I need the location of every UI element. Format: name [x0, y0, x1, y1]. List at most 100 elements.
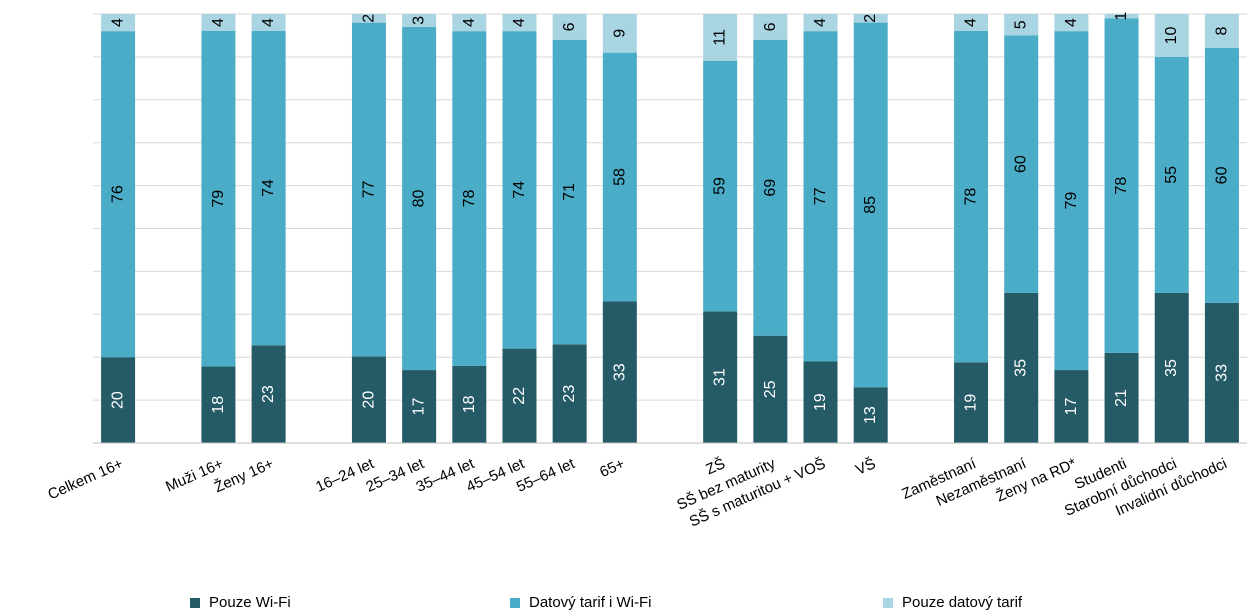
bar-segment: [452, 365, 487, 443]
bar-segment: [402, 370, 437, 443]
bar-segment: [1054, 370, 1089, 443]
x-tick-label: VŠ: [853, 455, 878, 479]
legend-item-data-only: Pouze datový tarif: [883, 594, 1022, 611]
data-label: 19: [963, 394, 980, 412]
bar-segment: [101, 14, 136, 32]
legend-label-wifi-only: Pouze Wi-Fi: [209, 594, 291, 611]
bar-segment: [1104, 352, 1139, 443]
bar-segment: [954, 30, 989, 363]
data-label: 79: [1063, 192, 1080, 210]
bars: 2076418794237442077217803187842274423716…: [101, 12, 1239, 443]
data-label: 2: [862, 14, 879, 23]
data-label: 25: [762, 380, 779, 398]
legend-label-data-and-wifi: Datový tarif i Wi-Fi: [529, 594, 652, 611]
data-label: 69: [762, 179, 779, 197]
data-label: 18: [461, 395, 478, 413]
bar-segment: [251, 30, 286, 346]
bar-segment: [1154, 292, 1189, 443]
bar-segment: [753, 335, 788, 443]
stacked-bar-chart: 2076418794237442077217803187842274423716…: [45, 12, 1247, 531]
data-label: 20: [360, 391, 377, 409]
bar-segment: [502, 31, 537, 349]
data-label: 33: [611, 363, 628, 381]
data-label: 60: [1213, 166, 1230, 184]
bar-segment: [1104, 14, 1139, 19]
bar-segment: [552, 14, 587, 40]
data-label: 1: [1113, 12, 1130, 21]
data-label: 3: [411, 16, 428, 25]
bar-segment: [402, 14, 437, 27]
bar-segment: [602, 301, 637, 443]
data-label: 11: [712, 29, 729, 46]
data-label: 33: [1213, 364, 1230, 382]
x-tick-label: 55–64 let: [514, 455, 578, 496]
bar-segment: [452, 14, 487, 32]
bar-segment: [803, 361, 838, 443]
bar-segment: [703, 311, 738, 443]
data-label: 9: [611, 29, 628, 38]
bar-segment: [1204, 14, 1239, 48]
data-label: 21: [1113, 389, 1130, 407]
bar-segment: [753, 14, 788, 40]
bar-segment: [1204, 47, 1239, 303]
bar-segment: [251, 14, 286, 31]
data-label: 79: [210, 190, 227, 208]
x-tick-label: ZŠ: [703, 455, 727, 478]
legend: Pouze Wi-Fi Datový tarif i Wi-Fi Pouze d…: [0, 594, 1247, 616]
bar-segment: [351, 22, 386, 357]
data-label: 23: [561, 385, 578, 403]
data-label: 22: [511, 387, 528, 405]
bar-segment: [803, 31, 838, 362]
data-label: 77: [812, 187, 829, 205]
data-label: 4: [1063, 18, 1080, 27]
bar-segment: [502, 14, 537, 32]
data-label: 78: [963, 188, 980, 206]
data-label: 2: [360, 14, 377, 23]
data-label: 5: [1013, 20, 1030, 29]
bar-segment: [1204, 302, 1239, 443]
bar-segment: [201, 30, 236, 367]
data-label: 55: [1163, 166, 1180, 184]
bar-segment: [853, 22, 888, 388]
data-label: 4: [110, 18, 127, 27]
data-label: 17: [411, 398, 428, 416]
bar-segment: [251, 345, 286, 443]
legend-label-data-only: Pouze datový tarif: [902, 594, 1023, 611]
bar-segment: [1054, 14, 1089, 32]
bar-segment: [1154, 14, 1189, 57]
bar-segment: [602, 52, 637, 302]
data-label: 23: [260, 385, 277, 403]
bar-segment: [201, 366, 236, 443]
data-label: 76: [110, 185, 127, 203]
data-label: 4: [210, 18, 227, 27]
data-label: 8: [1213, 26, 1230, 35]
data-label: 4: [963, 18, 980, 27]
data-label: 4: [260, 18, 277, 27]
data-label: 35: [1013, 359, 1030, 377]
bar-segment: [954, 14, 989, 31]
bar-segment: [803, 14, 838, 32]
data-label: 74: [260, 179, 277, 197]
x-tick-label: Celkem 16+: [45, 455, 126, 503]
bar-segment: [201, 14, 236, 31]
bar-segment: [402, 26, 437, 371]
bar-segment: [1104, 18, 1139, 353]
bar-segment: [1004, 292, 1039, 443]
data-label: 20: [110, 391, 127, 409]
data-label: 80: [411, 189, 428, 207]
bar-segment: [351, 14, 386, 23]
bar-segment: [351, 356, 386, 443]
legend-swatch-data-and-wifi: [510, 597, 520, 608]
legend-item-data-and-wifi: Datový tarif i Wi-Fi: [510, 594, 652, 611]
data-label: 4: [511, 18, 528, 27]
bar-segment: [101, 357, 136, 443]
bar-segment: [954, 362, 989, 443]
data-label: 59: [712, 177, 729, 195]
data-label: 31: [712, 368, 729, 386]
data-label: 78: [1113, 177, 1130, 195]
bar-segment: [552, 344, 587, 443]
bar-segment: [853, 14, 888, 23]
data-label: 4: [461, 18, 478, 27]
bar-segment: [602, 14, 637, 53]
data-label: 17: [1063, 398, 1080, 416]
